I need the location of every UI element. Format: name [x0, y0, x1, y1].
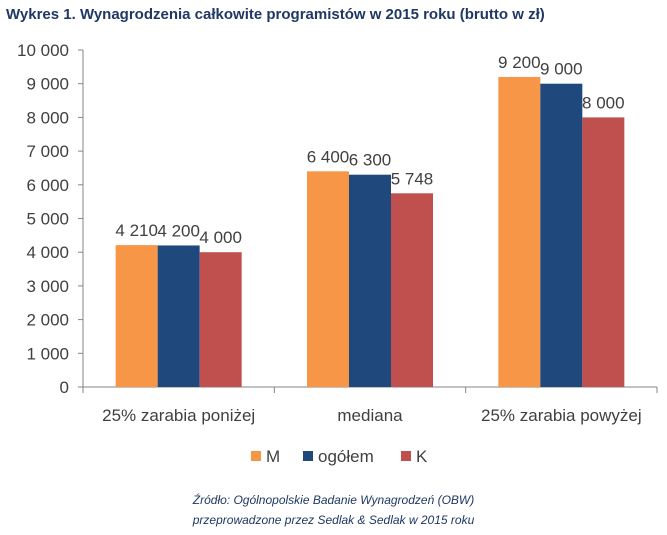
bar-chart: 0 1 000 2 000 3 000 4 000 5 000 6 000 7 000 8 00…: [17, 41, 658, 466]
source-line-1: Źródło: Ogólnopolskie Badanie Wynagrodze…: [192, 493, 475, 507]
source-note: Źródło: Ogólnopolskie Badanie Wynagrodze…: [0, 490, 667, 530]
data-label: 4 210: [115, 221, 158, 240]
y-tick-label: 5 000: [26, 210, 69, 229]
data-label: 9 200: [498, 53, 541, 72]
category-labels: 25% zarabia poniżej mediana 25% zarabia po…: [102, 406, 642, 425]
data-label: 5 748: [391, 169, 434, 188]
legend-swatch-ogółem: [303, 451, 313, 461]
bar-ogółem-2: [540, 83, 583, 387]
bar-K-2: [582, 117, 625, 388]
bar-K-0: [199, 252, 242, 387]
bar-M-0: [115, 245, 158, 387]
bar-ogółem-1: [349, 174, 391, 387]
source-line-2: przeprowadzone przez Sedlak & Sedlak w 2…: [192, 513, 475, 527]
bar-M-1: [307, 171, 349, 387]
category-label: mediana: [337, 406, 403, 425]
y-tick-label: 6 000: [26, 176, 69, 195]
y-tick-label: 2 000: [26, 311, 69, 330]
category-label: 25% zarabia powyżej: [481, 406, 642, 425]
y-axis-ticks: 0 1 000 2 000 3 000 4 000 5 000 6 000 7 000 8 00…: [17, 41, 83, 397]
data-label: 6 300: [349, 151, 392, 170]
data-label: 6 400: [307, 147, 350, 166]
bar-K-1: [391, 193, 433, 387]
data-label: 9 000: [540, 60, 583, 79]
bar-M-2: [498, 76, 541, 388]
chart-title: Wykres 1. Wynagrodzenia całkowite progra…: [6, 6, 545, 23]
y-tick-label: 10 000: [17, 41, 69, 60]
bars: [115, 76, 625, 388]
legend-swatch-K: [401, 451, 411, 461]
legend-label: K: [416, 447, 428, 466]
category-label: 25% zarabia poniżej: [102, 406, 255, 425]
legend-swatch-M: [251, 451, 261, 461]
y-tick-label: 1 000: [26, 344, 69, 363]
bar-ogółem-0: [157, 245, 200, 387]
y-tick-label: 8 000: [26, 108, 69, 127]
y-tick-label: 4 000: [26, 243, 69, 262]
data-label: 8 000: [582, 93, 625, 112]
y-tick-label: 7 000: [26, 142, 69, 161]
data-label: 4 200: [157, 221, 200, 240]
y-tick-label: 0: [60, 378, 69, 397]
legend-label: M: [266, 447, 280, 466]
y-tick-label: 3 000: [26, 277, 69, 296]
legend-label: ogółem: [318, 447, 374, 466]
data-label: 4 000: [199, 228, 242, 247]
y-tick-label: 9 000: [26, 75, 69, 94]
